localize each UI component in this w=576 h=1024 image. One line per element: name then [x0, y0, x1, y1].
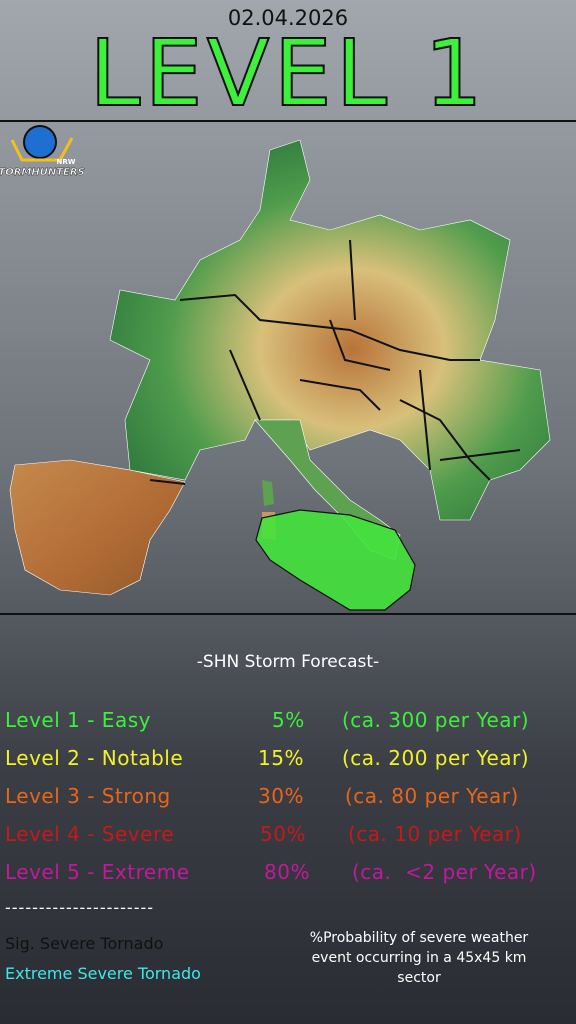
level-name: Level 4 - Severe	[5, 822, 175, 846]
level-rate: (ca. 80 per Year)	[345, 784, 519, 808]
level-name: Level 5 - Extreme	[5, 860, 190, 884]
level-percent: 5%	[272, 708, 305, 732]
level-rate: (ca. 200 per Year)	[342, 746, 530, 770]
logo: STORMHUNTERS NRW	[0, 125, 85, 178]
date: 02.04.2026	[227, 6, 349, 30]
level-percent: 50%	[260, 822, 306, 846]
legend-row: Level 5 - Extreme 80% (ca. <2 per Year)	[0, 860, 576, 890]
forecast-area	[255, 509, 416, 611]
border	[179, 239, 521, 481]
legend-heading: -SHN Storm Forecast-	[196, 652, 380, 672]
level-percent: 80%	[264, 860, 310, 884]
sig-tornado: Sig. Severe Tornado	[5, 934, 164, 953]
level-percent: 15%	[258, 746, 304, 770]
map: STORMHUNTERS NRW	[0, 120, 576, 615]
level-name: Level 2 - Notable	[5, 746, 184, 770]
level-rate: (ca. 10 per Year)	[348, 822, 522, 846]
level-name: Level 3 - Strong	[5, 784, 171, 808]
level-percent: 30%	[258, 784, 304, 808]
island	[262, 480, 274, 506]
level-rate: (ca. 300 per Year)	[342, 708, 530, 732]
logo-text: STORMHUNTERS	[0, 167, 85, 178]
land	[109, 139, 551, 521]
legend-row: Level 2 - Notable 15% (ca. 200 per Year)	[0, 746, 576, 776]
level-name: Level 1 - Easy	[5, 708, 151, 732]
legend-row: Level 1 - Easy 5% (ca. 300 per Year)	[0, 708, 576, 738]
extreme-tornado: Extreme Severe Tornado	[5, 964, 201, 983]
land	[9, 459, 186, 596]
logo-sub: NRW	[57, 158, 76, 166]
title: LEVEL 1	[88, 20, 487, 127]
divider: ----------------------	[5, 898, 155, 917]
border	[149, 479, 186, 485]
level-rate: (ca. <2 per Year)	[352, 860, 537, 884]
note: %Probability of severe weather event occ…	[309, 930, 529, 986]
legend-row: Level 3 - Strong 30% (ca. 80 per Year)	[0, 784, 576, 814]
legend-row: Level 4 - Severe 50% (ca. 10 per Year)	[0, 822, 576, 852]
